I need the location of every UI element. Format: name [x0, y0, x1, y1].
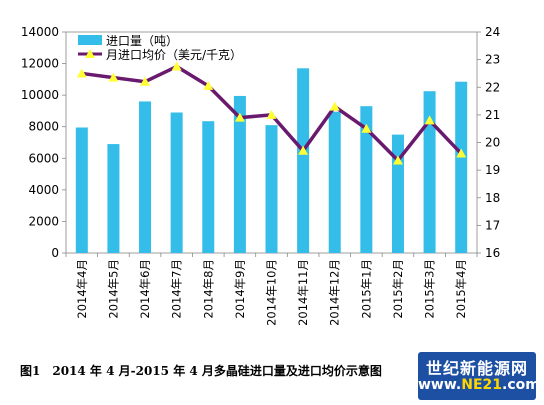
y-left-tick-label: 2000	[28, 214, 59, 228]
bar	[328, 111, 341, 253]
x-tick-label: 2014年12月	[328, 259, 342, 326]
bar	[107, 144, 120, 253]
bar	[202, 121, 215, 253]
legend-bar-swatch	[78, 35, 102, 45]
x-tick-label: 2014年10月	[265, 259, 279, 326]
x-tick-label: 2014年7月	[170, 259, 184, 319]
price-point	[329, 101, 340, 111]
price-point	[108, 72, 119, 82]
watermark-title: 世纪新能源网	[425, 359, 528, 378]
y-left-tick-label: 12000	[21, 57, 59, 71]
x-tick-label: 2015年4月	[454, 259, 468, 319]
y-left-tick-label: 6000	[28, 151, 59, 165]
x-tick-label: 2014年8月	[201, 259, 215, 319]
price-point	[140, 76, 151, 86]
x-axis: 2014年4月 2014年5月 2014年6月 2014年7月 2014年8月 2014年…	[65, 253, 478, 326]
bar	[360, 106, 373, 253]
price-point	[171, 61, 182, 71]
y-right-tick-label: 19	[485, 163, 500, 177]
bar	[265, 125, 278, 253]
price-point	[361, 123, 372, 133]
y-left-tick-label: 4000	[28, 183, 59, 197]
price-point	[424, 115, 435, 125]
line-layer	[76, 61, 467, 165]
legend-bar-label: 进口量（吨）	[106, 34, 178, 48]
x-tick-label: 2014年9月	[233, 259, 247, 319]
y-right-tick-label: 16	[485, 246, 500, 260]
y-right-tick-label: 18	[485, 191, 500, 205]
bar	[75, 127, 88, 253]
price-point	[266, 109, 277, 119]
y-left-tick-label: 8000	[28, 120, 59, 134]
x-tick-label: 2015年1月	[359, 259, 373, 319]
legend: 进口量（吨） 月进口均价（美元/千克）	[78, 34, 242, 62]
bar	[170, 112, 183, 253]
y-right-tick-label: 20	[485, 136, 500, 150]
figure-caption: 图1 2014 年 4 月-2015 年 4 月多晶硅进口量及进口均价示意图	[20, 364, 382, 378]
y-right-tick-label: 23	[485, 53, 500, 67]
y-left-tick-label: 0	[51, 246, 59, 260]
y-right-tick-label: 24	[485, 25, 500, 39]
x-tick-label: 2014年5月	[106, 259, 120, 319]
legend-line-label: 月进口均价（美元/千克）	[106, 48, 242, 62]
x-tick-label: 2014年4月	[75, 259, 89, 319]
chart: 0 2000 4000 6000 8000 10000 12000 14000 16 17 18 1…	[21, 25, 500, 326]
y-left-tick-label: 10000	[21, 88, 59, 102]
y-axis-left: 0 2000 4000 6000 8000 10000 12000 14000	[21, 25, 66, 260]
price-point	[456, 148, 467, 158]
price-point	[234, 112, 245, 122]
y-axis-right: 16 17 18 19 20 21 22 23 24	[477, 25, 500, 260]
bars-layer	[75, 68, 468, 253]
x-tick-label: 2015年3月	[423, 259, 437, 319]
y-left-tick-label: 14000	[21, 25, 59, 39]
y-right-tick-label: 22	[485, 80, 500, 94]
x-tick-label: 2015年2月	[391, 259, 405, 319]
price-point	[203, 80, 214, 90]
bar	[297, 68, 310, 253]
y-right-tick-label: 21	[485, 108, 500, 122]
bar	[139, 101, 152, 253]
watermark-url-brand: NE21	[461, 377, 502, 393]
x-tick-label: 2014年11月	[296, 259, 310, 326]
legend-line-marker	[85, 49, 95, 58]
bar	[455, 81, 468, 253]
watermark-url: www.NE21.com	[418, 377, 540, 393]
watermark-url-suffix: .com	[502, 377, 540, 393]
watermark-url-prefix: www.	[418, 377, 462, 393]
watermark-logo: 世纪新能源网 www.NE21.com	[418, 352, 540, 400]
x-tick-label: 2014年6月	[138, 259, 152, 319]
bar	[423, 91, 436, 253]
price-point	[76, 68, 87, 78]
bar	[233, 95, 246, 253]
y-right-tick-label: 17	[485, 218, 500, 232]
price-point	[392, 155, 403, 165]
price-point	[298, 145, 309, 155]
